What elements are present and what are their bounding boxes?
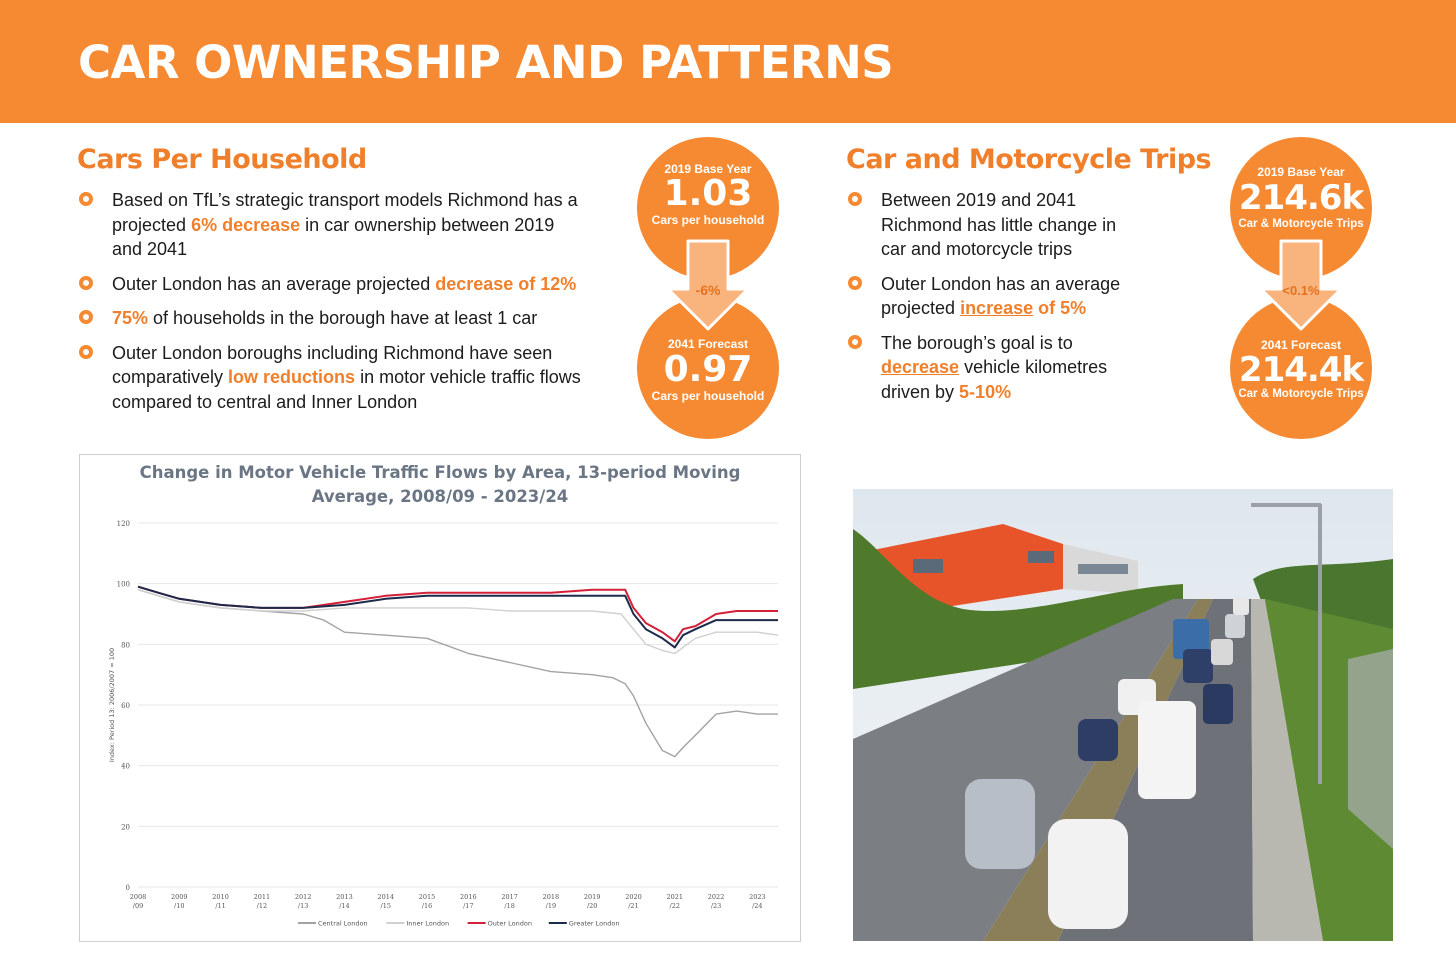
y-tick-label: 80 xyxy=(121,641,130,649)
bullet-item: Outer London boroughs including Richmond… xyxy=(78,341,588,415)
y-tick-label: 20 xyxy=(121,823,130,831)
x-tick-label: 2014 xyxy=(377,893,394,901)
x-tick-label: /21 xyxy=(628,902,638,910)
traffic-photo xyxy=(853,489,1393,941)
section-title-cars-per-household: Cars Per Household xyxy=(77,144,367,175)
bullet-icon xyxy=(79,310,93,324)
bullet-item: Outer London has an average projected in… xyxy=(847,272,1142,321)
x-tick-label: 2012 xyxy=(295,893,312,901)
cars-bullet-list: Based on TfL’s strategic transport model… xyxy=(78,188,588,424)
x-tick-label: /16 xyxy=(422,902,432,910)
y-tick-label: 100 xyxy=(117,581,130,589)
y-tick-label: 0 xyxy=(126,884,130,892)
x-tick-label: 2018 xyxy=(543,893,560,901)
bullet-icon xyxy=(79,344,93,359)
legend-label: Outer London xyxy=(488,920,532,928)
bullet-icon xyxy=(848,334,862,349)
x-tick-label: 2022 xyxy=(708,893,725,901)
chart-plot: 0 20 40 60 80 100 120 2008/09 2009/10 2010/11 2011… xyxy=(108,520,779,928)
page-title: CAR OWNERSHIP AND PATTERNS xyxy=(78,36,894,89)
x-tick-label: /15 xyxy=(381,902,391,910)
bullet-icon xyxy=(79,192,93,206)
section-title-trips: Car and Motorcycle Trips xyxy=(846,144,1212,175)
bullet-item: Outer London has an average projected de… xyxy=(78,272,588,297)
bullet-item: 75% of households in the borough have at… xyxy=(78,306,588,331)
x-tick-label: 2009 xyxy=(171,893,188,901)
down-arrow-icon xyxy=(1259,239,1343,331)
x-tick-label: 2023 xyxy=(749,893,766,901)
series-line xyxy=(137,589,779,655)
series-line xyxy=(137,589,778,758)
x-tick-label: /19 xyxy=(546,902,556,910)
down-arrow-icon xyxy=(666,239,750,331)
x-tick-label: /24 xyxy=(752,902,762,910)
legend-label: Central London xyxy=(318,920,368,928)
x-tick-label: 2019 xyxy=(584,893,601,901)
x-tick-label: 2015 xyxy=(419,893,436,901)
cars-stat-graphic: 2019 Base Year 1.03 Cars per household 2… xyxy=(636,137,780,439)
y-axis-label: Index: Period 13: 2006/2007 = 100 xyxy=(108,648,116,762)
change-label: <0.1% xyxy=(1282,283,1320,298)
x-tick-label: 2013 xyxy=(336,893,353,901)
x-tick-label: 2020 xyxy=(625,893,642,901)
x-tick-label: /12 xyxy=(257,902,267,910)
x-tick-label: 2016 xyxy=(460,893,477,901)
x-tick-label: /14 xyxy=(339,902,349,910)
forecast-circle: 2041 Forecast 0.97 Cars per household xyxy=(637,297,779,439)
header-banner: CAR OWNERSHIP AND PATTERNS xyxy=(0,0,1456,123)
series-line xyxy=(137,585,778,649)
x-tick-label: 2011 xyxy=(254,893,271,901)
x-tick-label: /17 xyxy=(463,902,473,910)
y-tick-label: 120 xyxy=(117,520,130,528)
x-tick-label: /22 xyxy=(670,902,680,910)
legend-label: Greater London xyxy=(569,920,620,928)
traffic-flow-chart: Change in Motor Vehicle Traffic Flows by… xyxy=(79,454,801,942)
traffic-photo-image xyxy=(853,489,1393,941)
legend-label: Inner London xyxy=(406,920,449,928)
x-tick-label: 2021 xyxy=(667,893,684,901)
bullet-icon xyxy=(79,275,93,290)
chart-title: Change in Motor Vehicle Traffic Flows by… xyxy=(139,463,741,506)
trips-bullet-list: Between 2019 and 2041 Richmond has littl… xyxy=(847,188,1142,414)
bullet-icon xyxy=(848,192,862,206)
x-tick-label: /09 xyxy=(133,902,143,910)
x-tick-label: 2008 xyxy=(130,893,147,901)
x-tick-label: /13 xyxy=(298,902,308,910)
y-tick-label: 40 xyxy=(121,763,130,771)
y-tick-label: 60 xyxy=(121,702,130,710)
bullet-item: Between 2019 and 2041 Richmond has littl… xyxy=(847,188,1142,262)
bullet-item: The borough’s goal is to decrease vehicl… xyxy=(847,331,1142,405)
x-tick-label: /10 xyxy=(174,902,184,910)
change-label: -6% xyxy=(695,282,721,298)
x-tick-label: 2017 xyxy=(501,893,518,901)
forecast-circle: 2041 Forecast 214.4k Car & Motorcycle Tr… xyxy=(1230,297,1372,439)
bullet-item: Based on TfL’s strategic transport model… xyxy=(78,188,588,262)
x-tick-label: /23 xyxy=(711,902,721,910)
x-tick-label: /11 xyxy=(215,902,225,910)
trips-stat-graphic: 2019 Base Year 214.6k Car & Motorcycle T… xyxy=(1229,137,1373,439)
x-tick-label: /20 xyxy=(587,902,597,910)
bullet-icon xyxy=(848,275,862,290)
x-tick-label: /18 xyxy=(504,902,514,910)
x-tick-label: 2010 xyxy=(212,893,229,901)
